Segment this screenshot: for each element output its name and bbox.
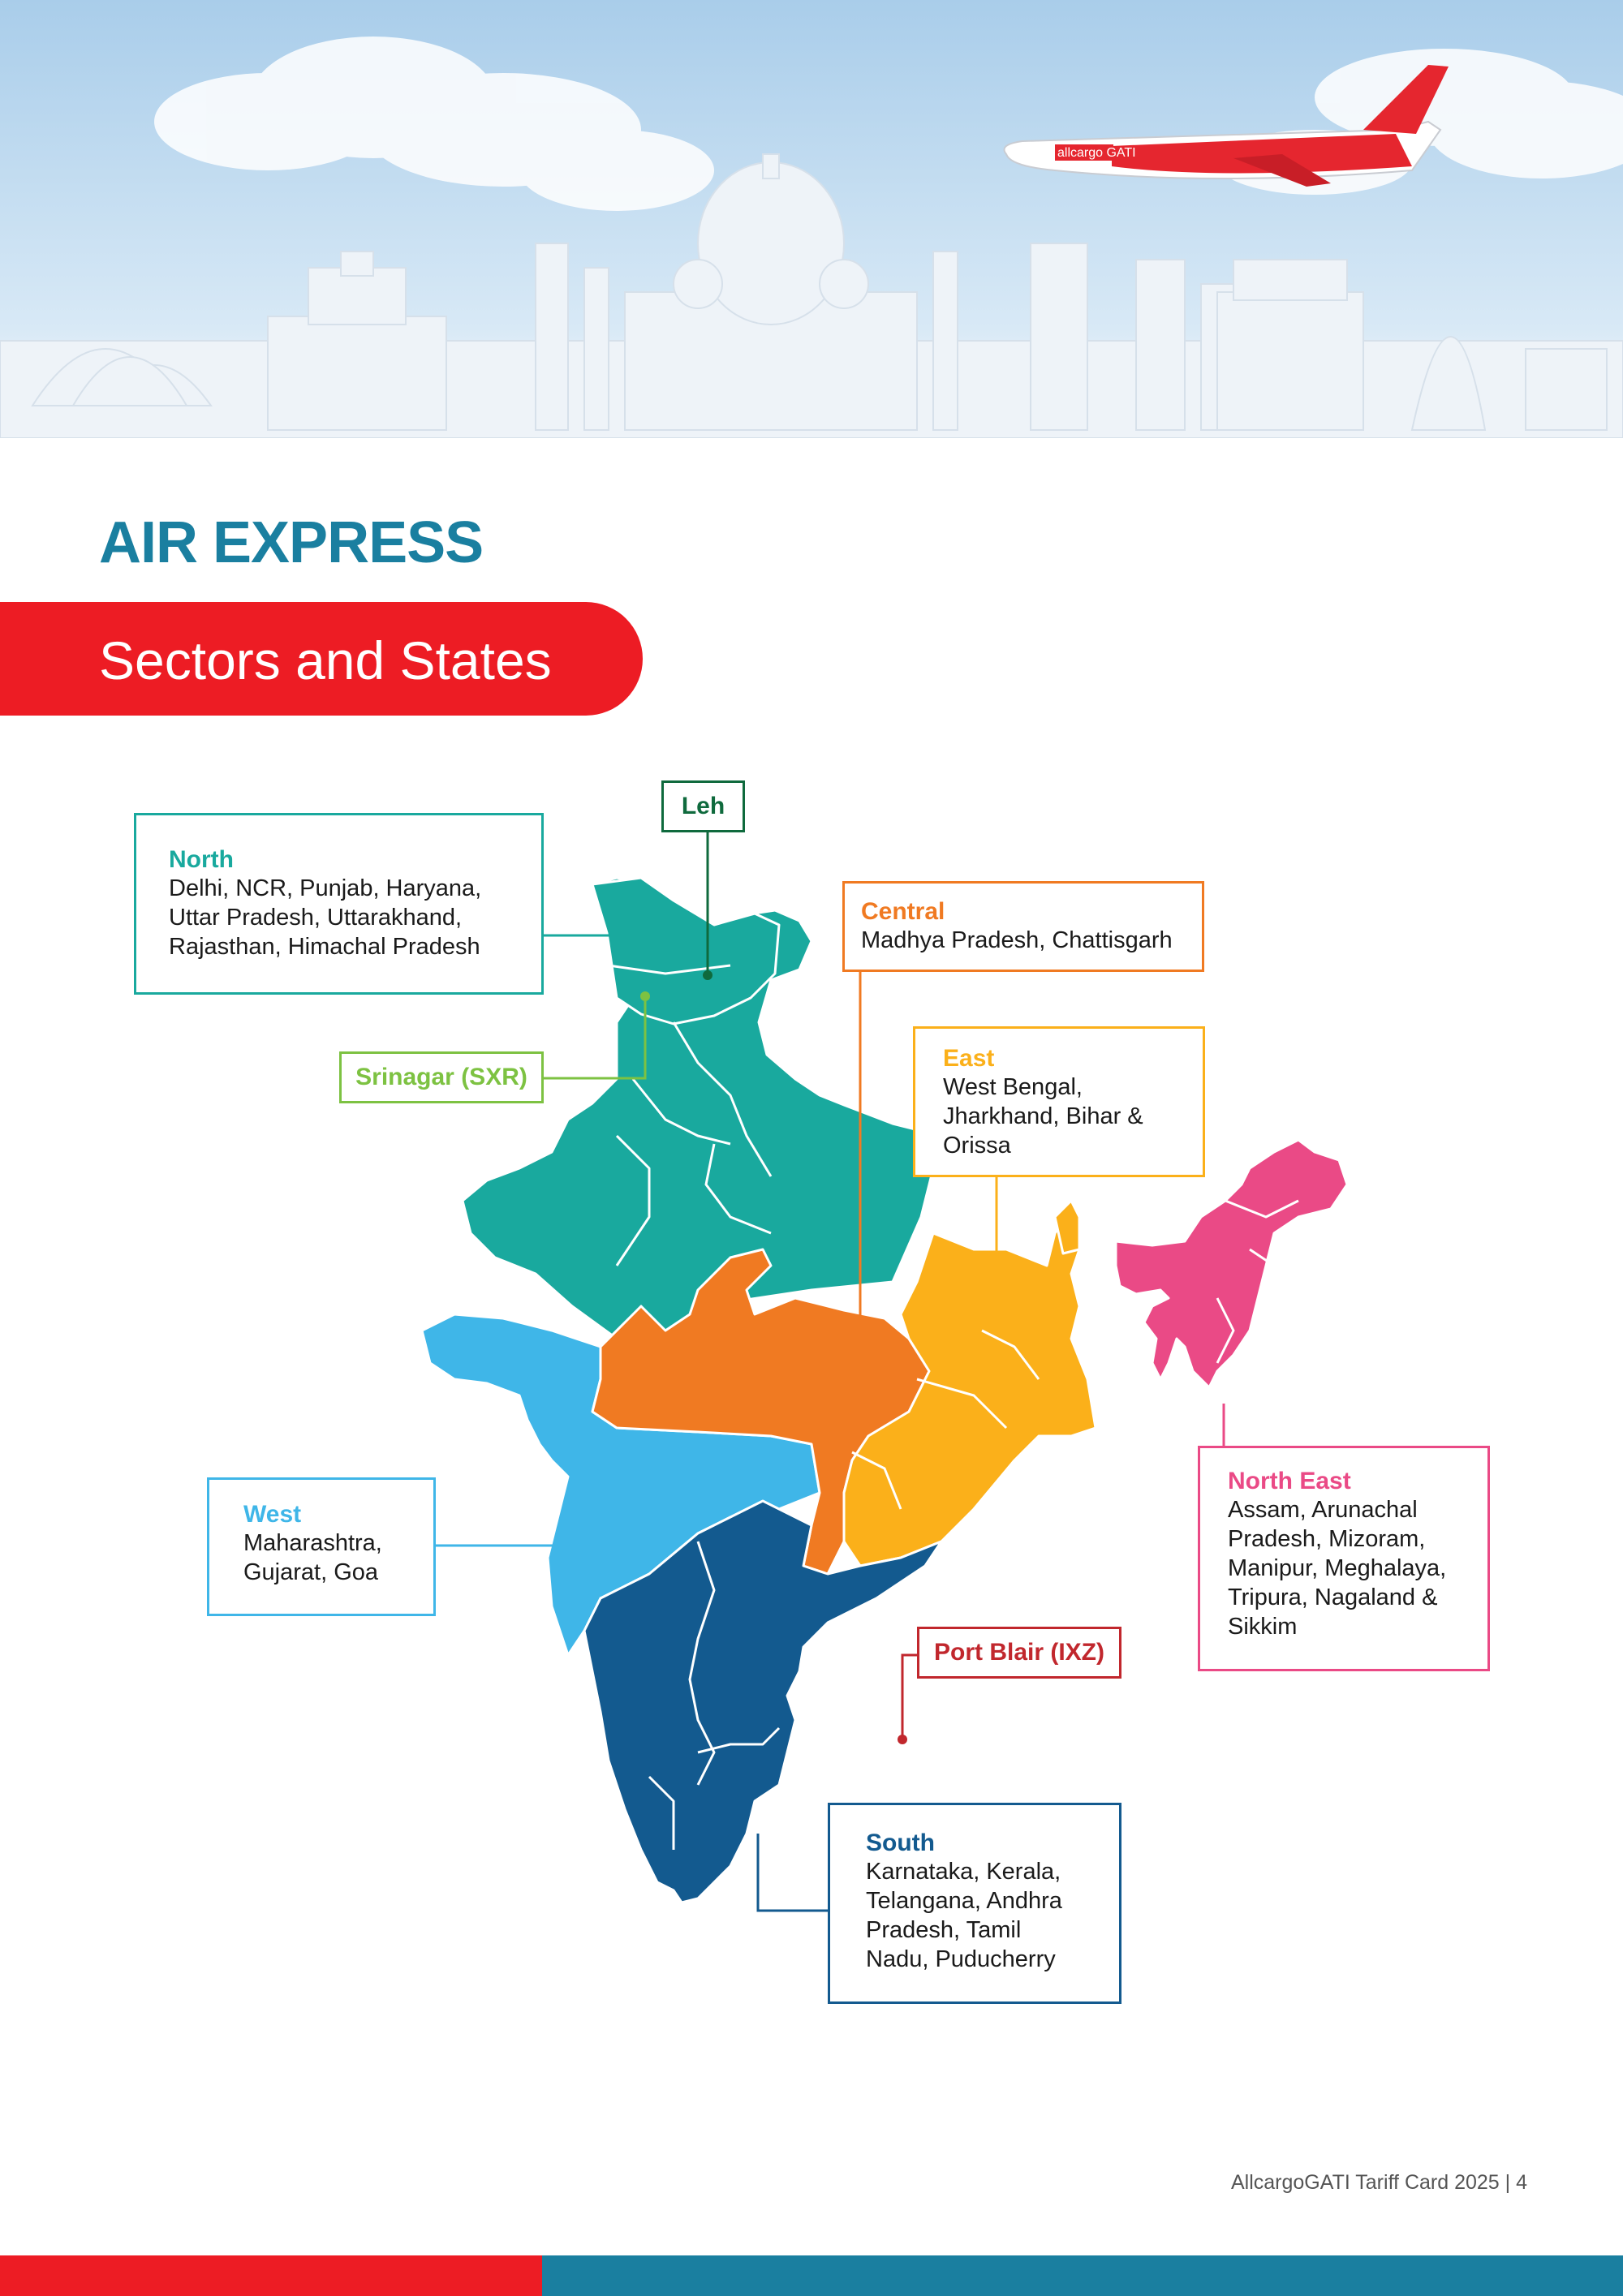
region-central-box: Central Madhya Pradesh, Chattisgarh (842, 881, 1204, 972)
region-west-states: Maharashtra, Gujarat, Goa (243, 1530, 382, 1585)
location-leh-label: Leh (681, 793, 725, 819)
page-footer: AllcargoGATI Tariff Card 2025 | 4 (1230, 2171, 1527, 2194)
region-north-east-states: Assam, Arunachal Pradesh, Mizoram, Manip… (1228, 1497, 1447, 1640)
aircraft-illustration: allcargo GATI (1003, 65, 1449, 187)
region-north-east-box: North East Assam, Arunachal Pradesh, Miz… (1198, 1446, 1490, 1671)
port-blair-connector (901, 1653, 917, 1738)
india-sector-map (420, 832, 1349, 1912)
hero-banner: allcargo GATI (0, 0, 1623, 438)
srinagar-marker (640, 991, 650, 1001)
skyline-illustration: allcargo GATI (0, 0, 1623, 438)
location-port-blair-label: Port Blair (IXZ) (933, 1639, 1104, 1666)
region-north-box: North Delhi, NCR, Punjab, Haryana, Uttar… (134, 813, 544, 995)
leh-marker (703, 970, 712, 980)
region-north-east-shape (1114, 1138, 1349, 1389)
page-title: AIR EXPRESS (99, 510, 484, 575)
location-port-blair-tag: Port Blair (IXZ) (917, 1627, 1121, 1679)
port-blair-marker (898, 1735, 907, 1744)
location-srinagar-label: Srinagar (SXR) (355, 1064, 527, 1090)
south-connector (756, 1834, 829, 1912)
monuments (0, 153, 1623, 438)
srinagar-connector (544, 998, 647, 1080)
region-central-name: Central (861, 898, 945, 925)
region-east-states: West Bengal, Jharkhand, Bihar & Orissa (943, 1074, 1143, 1159)
section-banner: Sectors and States (0, 602, 643, 716)
region-north-shape (461, 876, 935, 1340)
region-north-name: North (169, 846, 234, 873)
region-south-box: South Karnataka, Kerala, Telangana, Andh… (828, 1803, 1121, 2004)
region-west-name: West (243, 1501, 302, 1528)
footer-bar-red (0, 2255, 542, 2296)
region-east-box: East West Bengal, Jharkhand, Bihar & Ori… (913, 1026, 1205, 1177)
state-borders (608, 964, 1299, 1850)
region-central-states: Madhya Pradesh, Chattisgarh (861, 927, 1173, 953)
region-west-box: West Maharashtra, Gujarat, Goa (207, 1477, 436, 1616)
region-east-name: East (943, 1045, 995, 1072)
region-south-states: Karnataka, Kerala, Telangana, Andhra Pra… (866, 1859, 1062, 1972)
region-east-sikkim-shape (1053, 1199, 1081, 1255)
location-leh-tag: Leh (661, 780, 745, 832)
region-north-states: Delhi, NCR, Punjab, Haryana, Uttar Prade… (169, 875, 482, 960)
region-south-name: South (866, 1829, 935, 1856)
section-subtitle: Sectors and States (99, 630, 552, 690)
region-north-east-name: North East (1228, 1468, 1351, 1494)
aircraft-livery-text: allcargo GATI (1057, 146, 1136, 160)
location-srinagar-tag: Srinagar (SXR) (339, 1051, 544, 1103)
region-north-upper-shape (591, 876, 781, 1025)
footer-bar-blue (542, 2255, 1623, 2296)
